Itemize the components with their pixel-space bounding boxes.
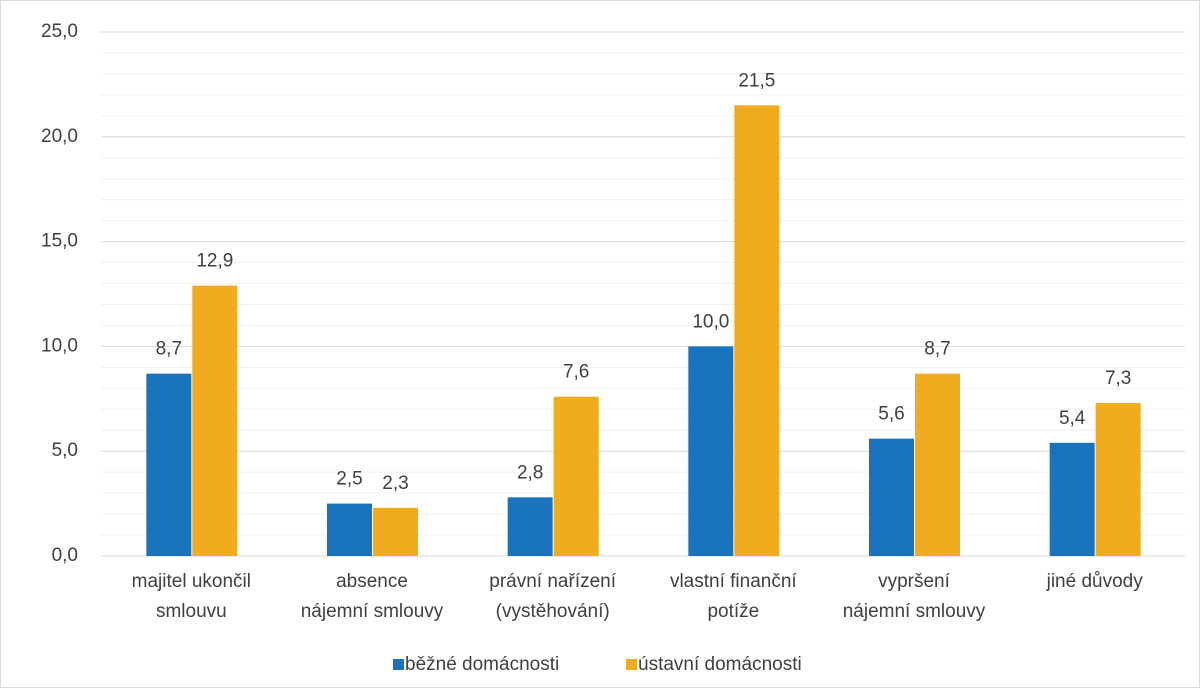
data-label: 7,3 (1105, 368, 1131, 389)
data-label: 2,3 (382, 473, 408, 494)
y-tick-label: 10,0 (41, 335, 78, 356)
bar (915, 373, 960, 556)
y-tick-label: 25,0 (41, 21, 78, 42)
data-label: 12,9 (196, 251, 233, 272)
legend-label: ústavní domácnosti (638, 654, 802, 675)
y-tick-label: 5,0 (52, 440, 78, 461)
data-label: 8,7 (156, 339, 182, 360)
bar (688, 346, 734, 556)
data-label: 2,8 (517, 462, 543, 483)
bar (1095, 402, 1141, 556)
x-tick-label: absence nájemní smlouvy (301, 571, 444, 622)
data-label: 5,4 (1059, 408, 1086, 429)
data-label: 5,6 (878, 404, 904, 425)
y-tick-label: 15,0 (41, 231, 78, 252)
x-tick-label: vlastní finanční potíže (670, 571, 797, 622)
bar (507, 497, 553, 556)
data-label: 2,5 (336, 469, 362, 490)
x-tick-label: vypršení nájemní smlouvy (843, 571, 986, 622)
y-tick-label: 0,0 (52, 545, 78, 566)
legend-swatch (626, 659, 637, 670)
data-label: 7,6 (563, 362, 589, 383)
bar (553, 396, 599, 556)
bar (869, 438, 914, 556)
data-label: 10,0 (692, 311, 729, 332)
bar (734, 105, 780, 557)
bar (146, 373, 192, 556)
data-label: 8,7 (924, 339, 950, 360)
bar (1049, 442, 1095, 556)
bar (373, 507, 418, 556)
x-tick-label: jiné důvody (1046, 571, 1144, 592)
x-tick-label: právní nařízení (vystěhování) (489, 571, 616, 622)
legend-swatch (393, 659, 404, 670)
x-tick-label: majitel ukončil smlouvu (132, 571, 251, 622)
data-label: 21,5 (738, 70, 775, 91)
legend-label: běžné domácnosti (405, 654, 559, 675)
y-tick-label: 20,0 (41, 126, 78, 147)
bar (192, 285, 238, 556)
bar (327, 503, 372, 556)
